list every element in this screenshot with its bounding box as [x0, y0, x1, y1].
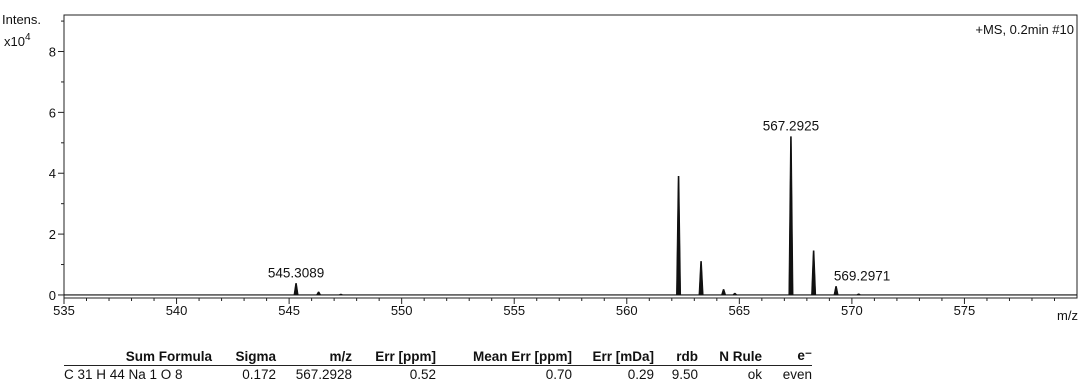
col-electron: e⁻ [762, 347, 812, 366]
spectrum-peak [720, 289, 727, 296]
y-tick-label: 6 [49, 105, 56, 120]
col-rdb: rdb [654, 347, 698, 366]
y-axis-title: Intens. [2, 12, 41, 27]
table-row: C 31 H 44 Na 1 O 8 0.172 567.2928 0.52 0… [64, 366, 812, 384]
y-multiplier-exponent: 4 [25, 32, 31, 43]
cell-sum-formula: C 31 H 44 Na 1 O 8 [64, 367, 183, 382]
cell-err-mda: 0.29 [627, 367, 654, 382]
x-tick-label: 570 [841, 303, 863, 318]
x-tick-label: 550 [391, 303, 413, 318]
y-multiplier-base: x10 [4, 34, 25, 49]
spectrum-peak [293, 283, 299, 296]
spectrum-peak [698, 261, 704, 296]
spectrum-peak [676, 175, 682, 296]
cell-n-rule: ok [747, 367, 762, 382]
table-header-row: Sum Formula Sigma m/z Err [ppm] Mean Err… [64, 347, 812, 366]
x-tick-label: 545 [278, 303, 300, 318]
x-tick-label: 565 [728, 303, 750, 318]
x-axis-title: m/z [1057, 308, 1078, 323]
x-tick-label: 555 [503, 303, 525, 318]
cell-mz: 567.2928 [295, 367, 352, 382]
scan-info-label: +MS, 0.2min #10 [975, 22, 1074, 37]
spectrum-peak [833, 286, 839, 296]
y-tick-label: 4 [49, 166, 56, 181]
plot-frame [63, 14, 1078, 299]
x-tick-label: 535 [53, 303, 75, 318]
col-sigma: Sigma [218, 347, 276, 366]
spectrum-peak [731, 292, 738, 296]
col-err-mda: Err [mDa] [572, 347, 654, 366]
x-tick-label: 540 [166, 303, 188, 318]
cell-err-ppm: 0.52 [409, 367, 436, 382]
x-tick-label: 560 [616, 303, 638, 318]
spectrum-peak [855, 293, 862, 296]
cell-electron: even [782, 367, 812, 382]
spectrum-peak [811, 250, 817, 296]
peak-annotation: 569.2971 [834, 268, 890, 283]
cell-sigma: 0.172 [242, 367, 276, 382]
peak-annotation: 567.2925 [763, 119, 819, 134]
mass-spectrum-chart: 535 540 545 550 555 560 565 570 575 0 2 4 6 8 545.308… [2, 12, 1078, 323]
x-tick-label: 575 [954, 303, 976, 318]
y-tick-label: 8 [49, 45, 56, 60]
spectrum-peak [338, 293, 344, 296]
y-tick-label: 0 [49, 288, 56, 303]
spectrum-peak [315, 291, 322, 296]
y-axis-multiplier: x104 [4, 32, 31, 49]
cell-mean-err-ppm: 0.70 [545, 367, 572, 382]
formula-results-table: Sum Formula Sigma m/z Err [ppm] Mean Err… [64, 347, 812, 383]
col-mz: m/z [276, 347, 352, 366]
cell-rdb: 9.50 [671, 367, 698, 382]
spectrum-peak [788, 136, 794, 296]
y-tick-label: 2 [49, 227, 56, 242]
peak-annotation: 545.3089 [268, 265, 324, 280]
col-sum-formula: Sum Formula [64, 347, 218, 366]
col-err-ppm: Err [ppm] [352, 347, 436, 366]
col-mean-err-ppm: Mean Err [ppm] [436, 347, 572, 366]
col-n-rule: N Rule [698, 347, 762, 366]
